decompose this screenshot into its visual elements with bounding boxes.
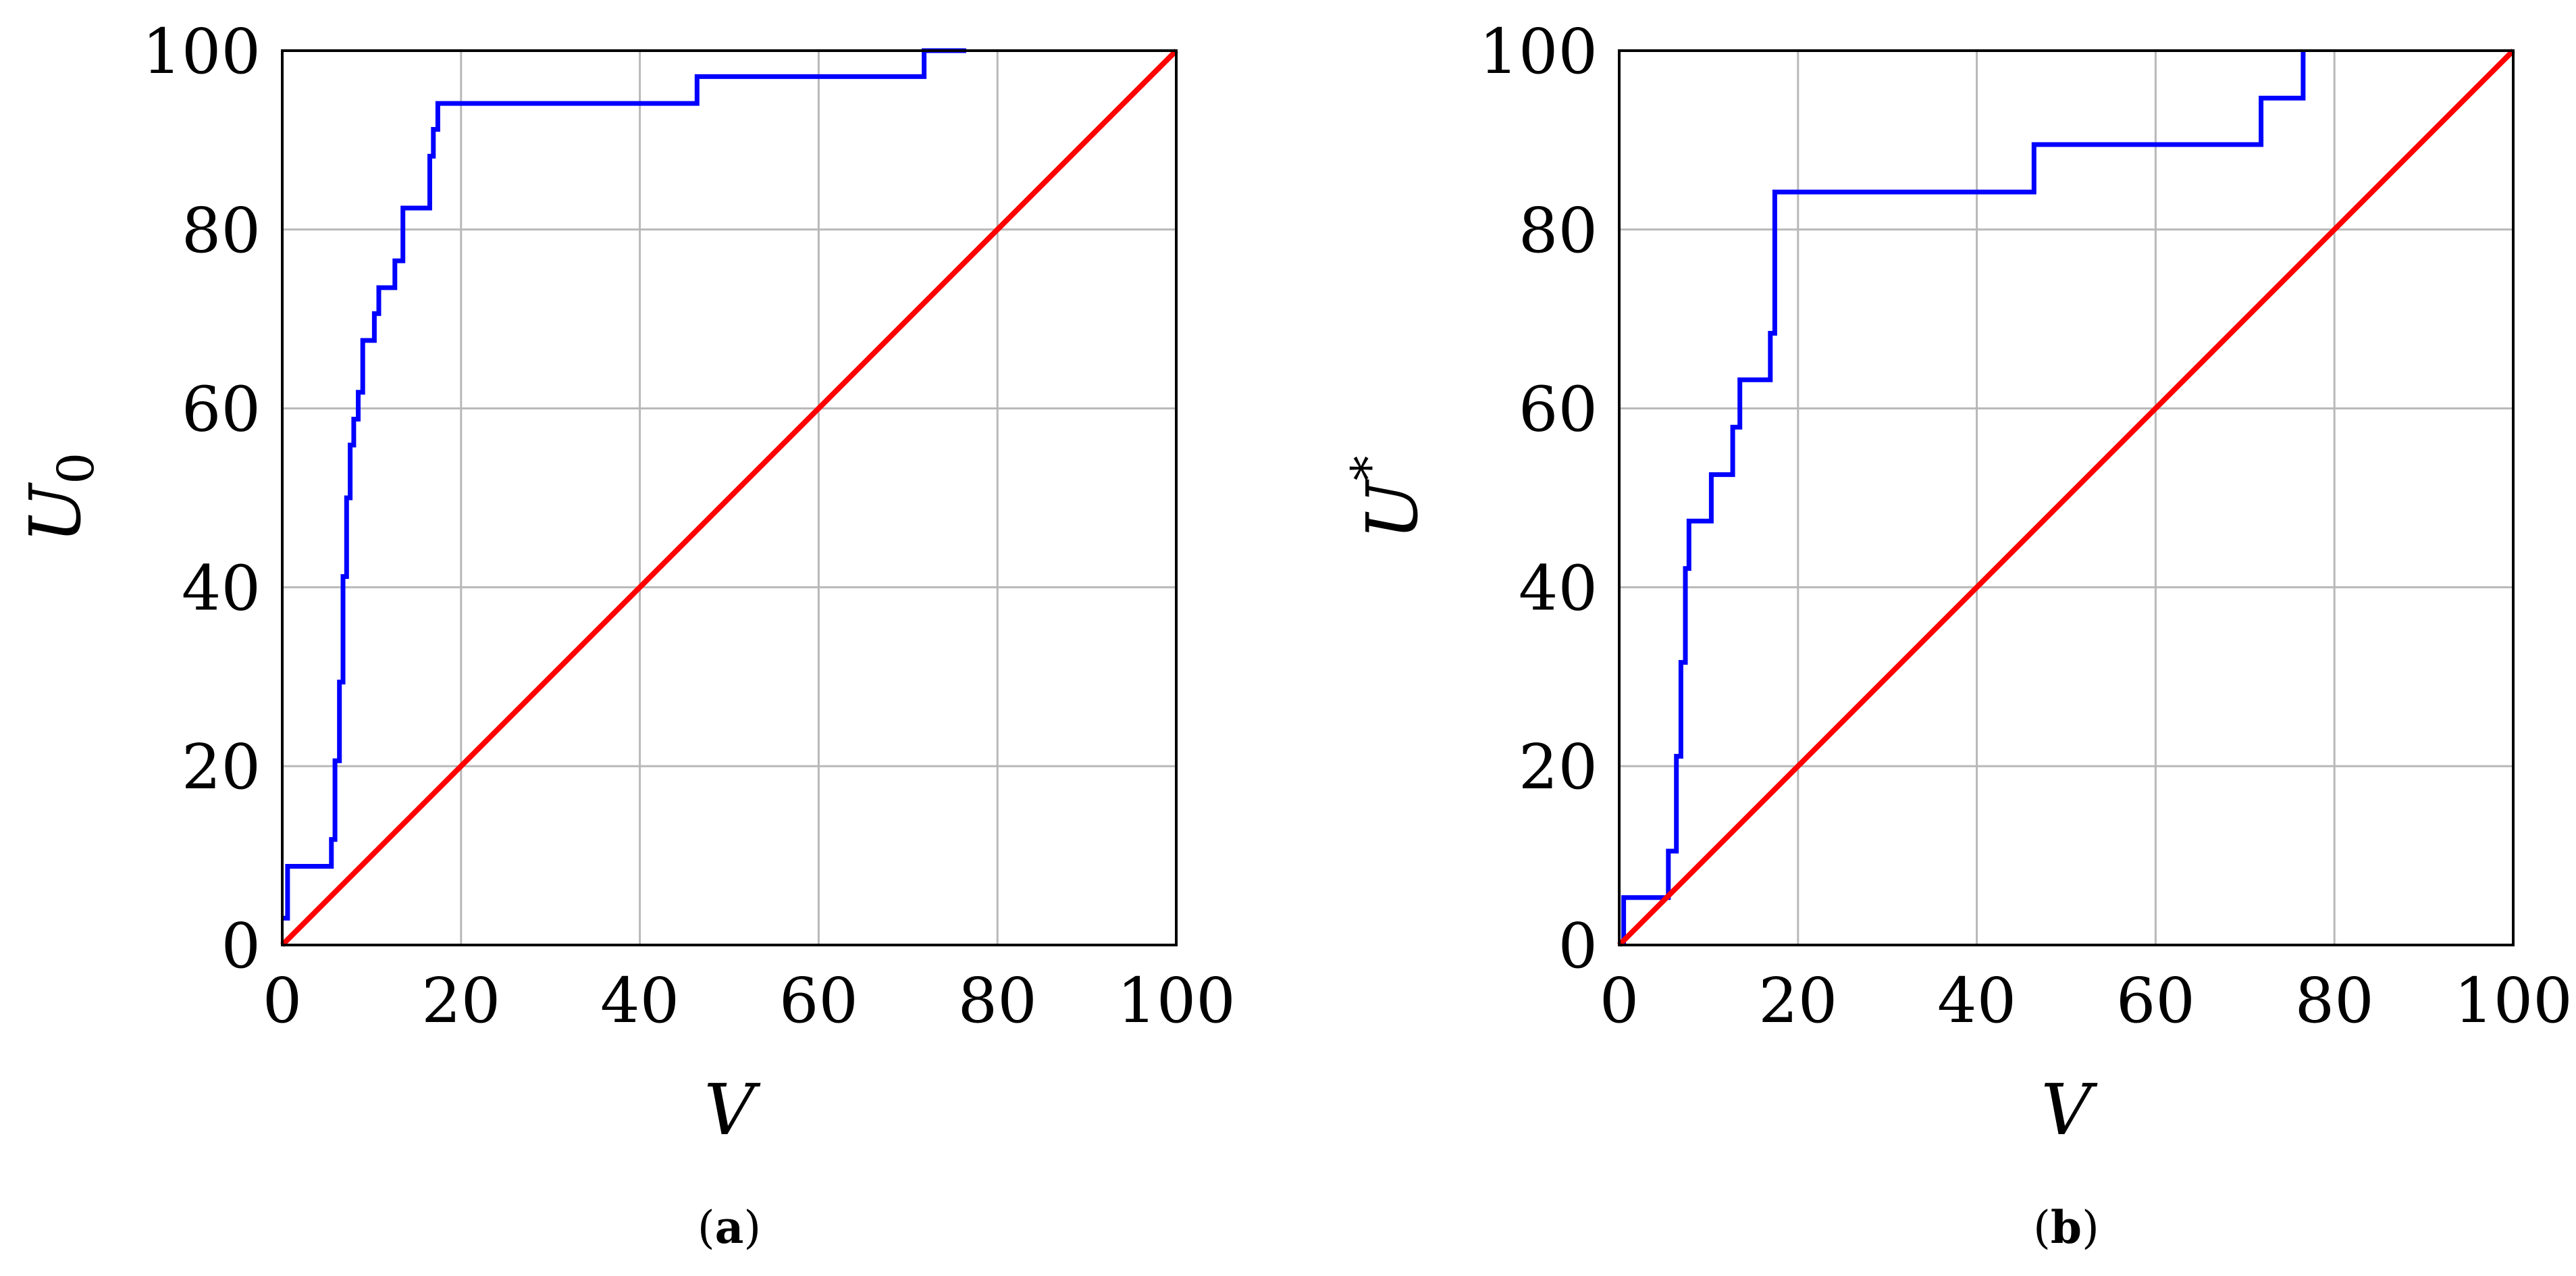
caption-b-close: ) bbox=[2082, 1202, 2099, 1254]
caption-a-close: ) bbox=[743, 1202, 761, 1254]
y-tick-label-a: 80 bbox=[182, 195, 261, 267]
y-tick-label-b: 60 bbox=[1519, 374, 1598, 446]
caption-a-open: ( bbox=[698, 1202, 715, 1254]
y-tick-label-a: 20 bbox=[182, 731, 261, 803]
y-tick-label-a: 100 bbox=[142, 16, 261, 88]
y-tick-label-b: 0 bbox=[1558, 910, 1598, 982]
chart-panel-b: 0 20 40 60 80 100 0 20 40 60 80 100 V U* (b) bbox=[1341, 16, 2573, 1254]
y-tick-label-a: 0 bbox=[221, 910, 261, 982]
plot-frame-a bbox=[281, 49, 1178, 946]
empirical-step-line-b bbox=[1621, 51, 2306, 945]
reference-diagonal-line-a bbox=[280, 49, 1178, 947]
x-axis-label-b: V bbox=[2041, 1069, 2097, 1151]
x-tick-label-b: 20 bbox=[1758, 965, 1837, 1037]
x-tick-label-a: 80 bbox=[958, 965, 1037, 1037]
y-tick-label-a: 60 bbox=[182, 374, 261, 446]
y-axis-label-b-superscript: * bbox=[1341, 456, 1399, 481]
y-axis-label-b: U* bbox=[1341, 456, 1434, 540]
caption-b-letter: b bbox=[2051, 1201, 2082, 1254]
y-axis-label-a-base: U bbox=[14, 482, 97, 543]
caption-a-letter: a bbox=[715, 1201, 744, 1254]
grid-lines-a bbox=[282, 51, 1176, 945]
y-tick-label-b: 20 bbox=[1519, 731, 1598, 803]
x-tick-label-a: 60 bbox=[779, 965, 858, 1037]
y-axis-label-a: U0 bbox=[14, 453, 105, 544]
y-tick-labels-b: 0 20 40 60 80 100 bbox=[1479, 16, 1598, 982]
empirical-step-line-a bbox=[282, 48, 966, 921]
x-axis-label-a: V bbox=[704, 1069, 760, 1151]
series-group-b bbox=[1617, 49, 2515, 947]
x-tick-label-a: 40 bbox=[600, 965, 679, 1037]
y-axis-label-a-subscript: 0 bbox=[47, 453, 105, 484]
x-tick-label-b: 80 bbox=[2295, 965, 2374, 1037]
plot-frame-b bbox=[1618, 49, 2515, 946]
x-tick-label-a: 0 bbox=[263, 965, 303, 1037]
x-tick-label-a: 20 bbox=[421, 965, 500, 1037]
reference-diagonal-line-b bbox=[1617, 49, 2515, 947]
y-tick-label-b: 100 bbox=[1479, 16, 1598, 88]
x-tick-labels-a: 0 20 40 60 80 100 bbox=[263, 965, 1236, 1037]
x-tick-label-a: 100 bbox=[1117, 965, 1236, 1037]
caption-b-open: ( bbox=[2033, 1202, 2051, 1254]
y-axis-label-b-base: U bbox=[1351, 478, 1434, 540]
y-tick-labels-a: 0 20 40 60 80 100 bbox=[142, 16, 261, 982]
grid-lines-b bbox=[1619, 51, 2513, 945]
x-tick-labels-b: 0 20 40 60 80 100 bbox=[1600, 965, 2573, 1037]
x-tick-label-b: 60 bbox=[2116, 965, 2195, 1037]
x-tick-label-b: 100 bbox=[2454, 965, 2573, 1037]
y-tick-label-b: 40 bbox=[1519, 552, 1598, 624]
panel-caption-b: (b) bbox=[2033, 1201, 2099, 1254]
series-group-a bbox=[280, 48, 1178, 947]
x-tick-label-b: 40 bbox=[1937, 965, 2016, 1037]
y-tick-label-a: 40 bbox=[182, 552, 261, 624]
y-tick-label-b: 80 bbox=[1519, 195, 1598, 267]
panel-caption-a: (a) bbox=[698, 1201, 761, 1254]
x-tick-label-b: 0 bbox=[1600, 965, 1639, 1037]
